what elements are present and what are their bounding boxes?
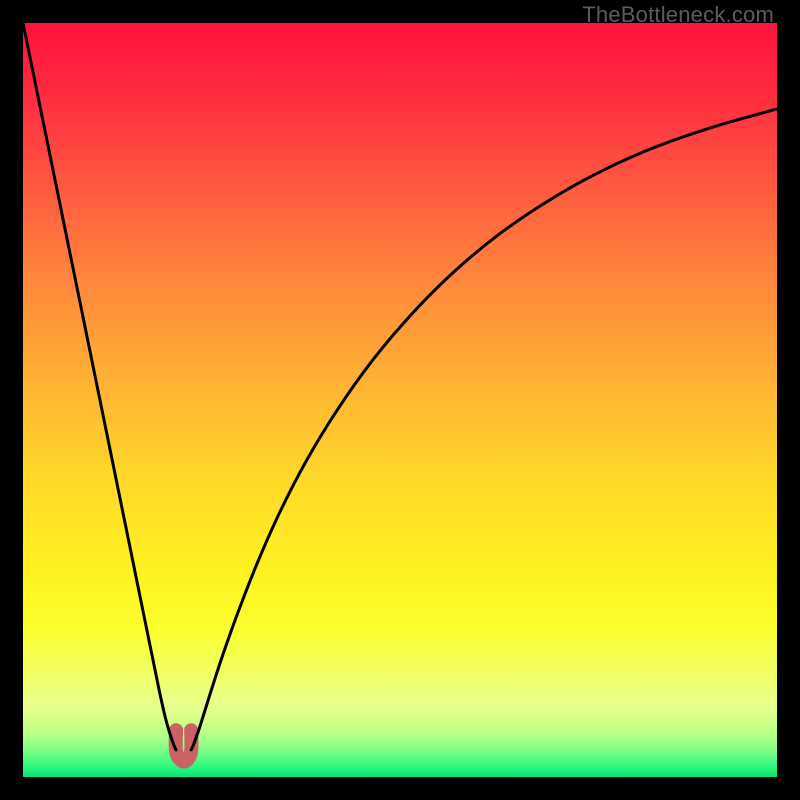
well-marker — [176, 730, 192, 761]
right-branch-curve — [191, 109, 777, 750]
left-branch-curve — [23, 23, 176, 750]
plot-area — [23, 23, 777, 777]
curve-layer — [23, 23, 777, 777]
chart-frame: TheBottleneck.com — [0, 0, 800, 800]
